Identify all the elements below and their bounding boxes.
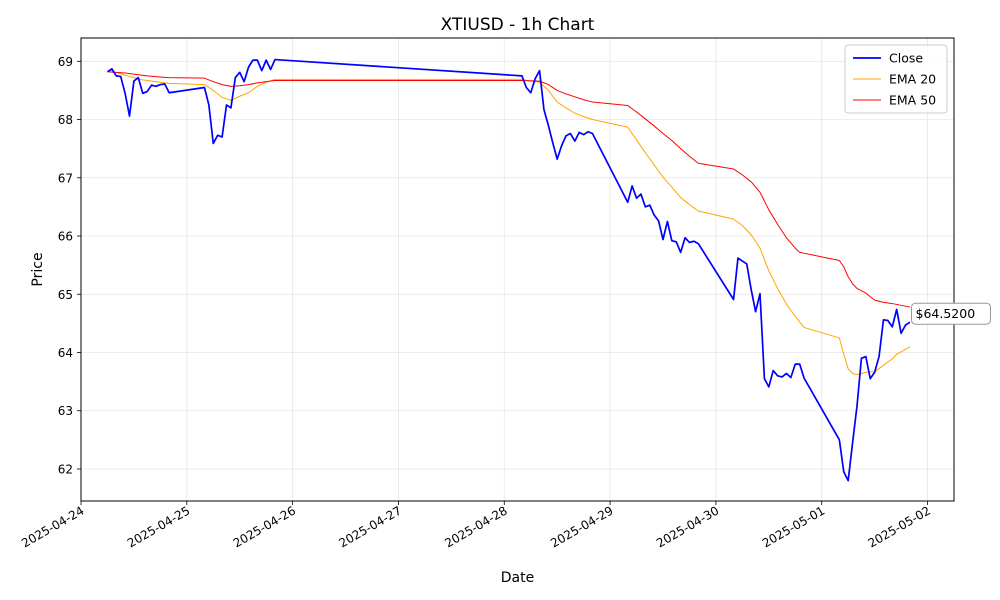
legend-label: Close bbox=[889, 51, 923, 66]
y-tick-label: 65 bbox=[58, 288, 73, 302]
series-line-close bbox=[106, 58, 911, 482]
legend-box bbox=[844, 44, 948, 114]
series-line-ema-20 bbox=[107, 71, 911, 376]
y-tick-label: 64 bbox=[58, 346, 73, 360]
series-layer bbox=[106, 58, 911, 482]
legend: Close EMA 20 EMA 50 bbox=[844, 44, 948, 114]
plot-frame bbox=[80, 37, 955, 502]
annotation-label: $64.5200 bbox=[916, 306, 976, 321]
legend-label: EMA 50 bbox=[889, 93, 936, 108]
annotation-box bbox=[911, 302, 991, 325]
y-tick-label: 68 bbox=[58, 113, 73, 127]
y-tick-label: 67 bbox=[58, 171, 73, 185]
legend-label: EMA 20 bbox=[889, 72, 936, 87]
chart-title: XTIUSD - 1h Chart bbox=[441, 15, 595, 35]
series-line-ema-50 bbox=[107, 71, 911, 308]
y-axis-title: Price bbox=[30, 252, 46, 286]
y-tick-label: 62 bbox=[58, 462, 73, 476]
y-tick-label: 63 bbox=[58, 404, 73, 418]
last-price-annotation: $64.5200 bbox=[911, 302, 991, 325]
y-tick-label: 69 bbox=[58, 55, 73, 69]
x-axis-title: Date bbox=[501, 570, 534, 586]
y-tick-label: 66 bbox=[58, 230, 73, 244]
